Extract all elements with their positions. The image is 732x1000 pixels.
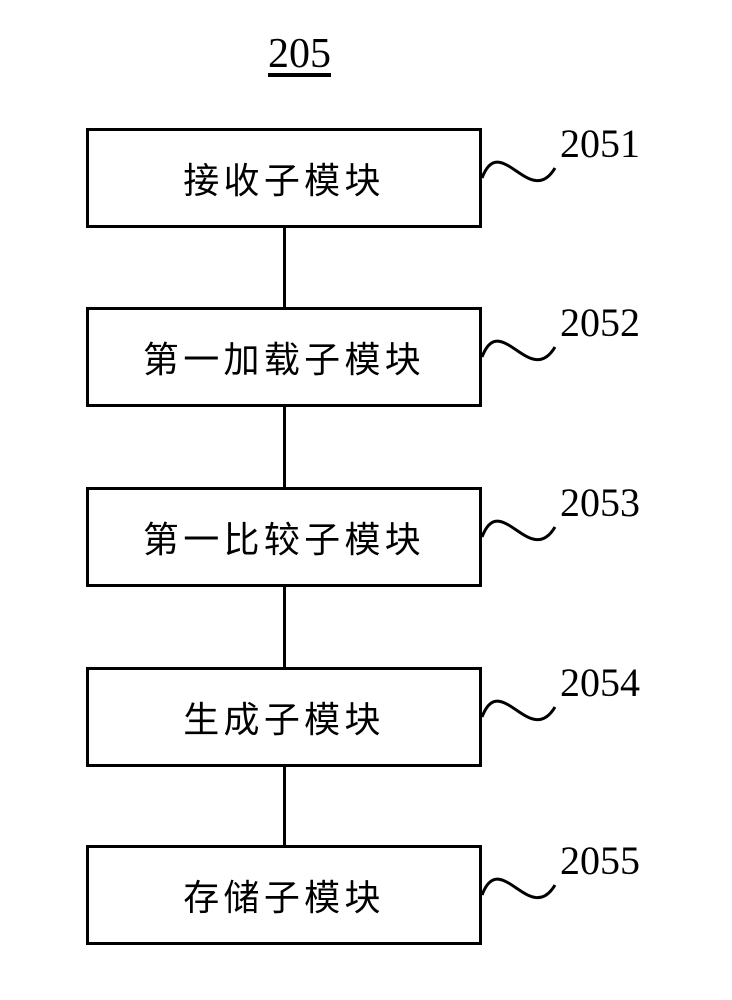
connector-line xyxy=(283,767,286,845)
diagram-title: 205 xyxy=(268,30,331,78)
node-label: 2053 xyxy=(560,479,640,526)
node-label: 2051 xyxy=(560,120,640,167)
node-receive-submodule: 接收子模块 xyxy=(86,128,482,228)
node-text: 存储子模块 xyxy=(183,869,385,921)
node-label: 2054 xyxy=(560,659,640,706)
node-label: 2052 xyxy=(560,299,640,346)
node-first-compare-submodule: 第一比较子模块 xyxy=(86,487,482,587)
flowchart-diagram: 205 接收子模块 2051 第一加载子模块 2052 第一比较子模块 2053… xyxy=(0,0,732,1000)
connector-line xyxy=(283,407,286,487)
connector-line xyxy=(283,587,286,667)
node-label: 2055 xyxy=(560,837,640,884)
node-text: 第一加载子模块 xyxy=(143,331,425,383)
node-first-loading-submodule: 第一加载子模块 xyxy=(86,307,482,407)
node-text: 生成子模块 xyxy=(183,691,385,743)
node-text: 第一比较子模块 xyxy=(143,511,425,563)
connector-line xyxy=(283,228,286,307)
node-text: 接收子模块 xyxy=(183,152,385,204)
node-generate-submodule: 生成子模块 xyxy=(86,667,482,767)
node-storage-submodule: 存储子模块 xyxy=(86,845,482,945)
